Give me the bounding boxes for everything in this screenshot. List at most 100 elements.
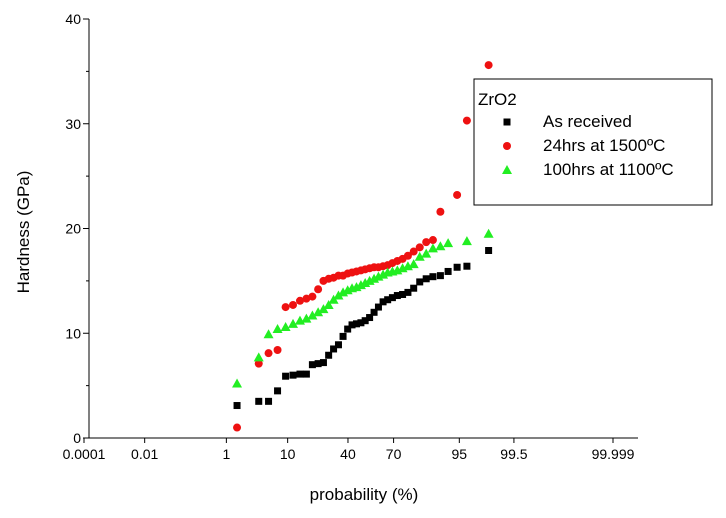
data-point <box>323 299 334 309</box>
data-point <box>404 288 412 296</box>
data-point <box>421 248 432 258</box>
x-tick-label: 40 <box>340 446 356 462</box>
data-point <box>444 267 452 275</box>
x-tick-label: 0.01 <box>131 446 158 462</box>
x-axis-ticks: 0.0001 0.01 1 10 40 70 95 99.5 99.999 <box>63 438 635 462</box>
data-point <box>265 397 273 405</box>
data-point <box>330 345 338 353</box>
data-point <box>410 284 418 292</box>
data-point <box>328 294 339 304</box>
y-tick-label: 40 <box>65 11 81 27</box>
data-point <box>357 319 365 327</box>
data-point <box>289 300 298 309</box>
y-tick-label: 20 <box>65 221 81 237</box>
x-tick-label: 99.999 <box>592 446 635 462</box>
legend-box <box>473 78 713 206</box>
data-point <box>254 359 263 368</box>
x-tick-label: 1 <box>222 446 230 462</box>
data-point <box>274 387 282 395</box>
data-point <box>263 329 274 339</box>
data-point <box>281 303 290 312</box>
plot-marks <box>232 61 494 432</box>
series-square <box>233 246 493 410</box>
x-tick-label: 0.0001 <box>63 446 106 462</box>
series-circle <box>233 61 493 432</box>
legend-title: ZrO2 <box>478 90 517 109</box>
y-axis-title: Hardness (GPa) <box>14 171 33 294</box>
data-point <box>233 402 241 410</box>
y-tick-label: 30 <box>65 116 81 132</box>
data-point <box>319 359 327 367</box>
legend-label: 100hrs at 1100ºC <box>543 160 674 179</box>
data-point <box>379 298 387 306</box>
y-tick-label: 0 <box>73 430 81 446</box>
data-point <box>296 370 304 378</box>
data-point <box>370 308 378 316</box>
data-point <box>302 370 310 378</box>
legend-label: As received <box>543 112 632 131</box>
x-tick-label: 10 <box>280 446 296 462</box>
data-point <box>295 296 304 305</box>
data-point <box>325 351 333 359</box>
data-point <box>308 361 316 369</box>
data-point <box>422 275 430 283</box>
data-point <box>344 325 352 333</box>
data-point <box>313 307 324 317</box>
data-point <box>427 243 438 253</box>
legend-marker <box>503 142 511 150</box>
data-point <box>388 294 396 302</box>
data-point <box>436 207 445 216</box>
data-point <box>308 292 317 301</box>
x-tick-label: 99.5 <box>500 446 527 462</box>
x-axis-title: probability (%) <box>310 485 419 504</box>
data-point <box>453 190 462 199</box>
data-point <box>374 303 382 311</box>
y-tick-label: 10 <box>65 325 81 341</box>
data-point <box>334 341 342 349</box>
data-point <box>339 332 347 340</box>
data-point <box>289 371 297 379</box>
data-point <box>333 290 344 300</box>
data-point <box>415 243 424 252</box>
data-point <box>463 262 471 270</box>
data-point <box>352 320 360 328</box>
x-tick-label: 95 <box>452 446 468 462</box>
data-point <box>428 236 437 245</box>
data-point <box>232 378 243 388</box>
data-point <box>436 272 444 280</box>
data-point <box>443 238 454 248</box>
data-point <box>435 241 446 251</box>
y-axis-ticks: 0 10 20 30 40 <box>65 11 89 446</box>
data-point <box>422 238 431 247</box>
data-point <box>429 273 437 281</box>
data-point <box>318 304 329 314</box>
data-point <box>408 259 419 269</box>
data-point <box>314 360 322 368</box>
data-point <box>253 352 264 362</box>
data-point <box>461 236 472 246</box>
data-point <box>483 228 494 238</box>
data-point <box>302 294 311 303</box>
data-point <box>416 278 424 286</box>
data-point <box>282 372 290 380</box>
data-point <box>453 263 461 271</box>
data-point <box>393 292 401 300</box>
data-point <box>280 321 291 331</box>
x-tick-label: 70 <box>386 446 402 462</box>
data-point <box>272 324 283 334</box>
data-point <box>273 346 282 355</box>
data-point <box>403 251 412 260</box>
data-point <box>485 246 493 254</box>
data-point <box>462 116 471 125</box>
legend-label: 24hrs at 1500ºC <box>543 136 665 155</box>
data-point <box>414 251 425 261</box>
data-point <box>233 423 242 432</box>
data-point <box>366 314 374 322</box>
data-point <box>399 290 407 298</box>
legend: ZrO2 As received 24hrs at 1500ºC 100hrs at… <box>473 78 713 206</box>
data-point <box>409 247 418 256</box>
legend-marker <box>502 165 512 174</box>
series-triangle <box>232 228 494 388</box>
data-point <box>288 318 299 328</box>
